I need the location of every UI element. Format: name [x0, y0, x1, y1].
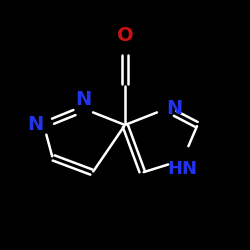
Text: N: N: [28, 116, 44, 134]
Text: HN: HN: [168, 160, 198, 178]
Text: N: N: [166, 99, 182, 118]
Text: O: O: [117, 26, 133, 45]
Text: N: N: [76, 90, 92, 109]
